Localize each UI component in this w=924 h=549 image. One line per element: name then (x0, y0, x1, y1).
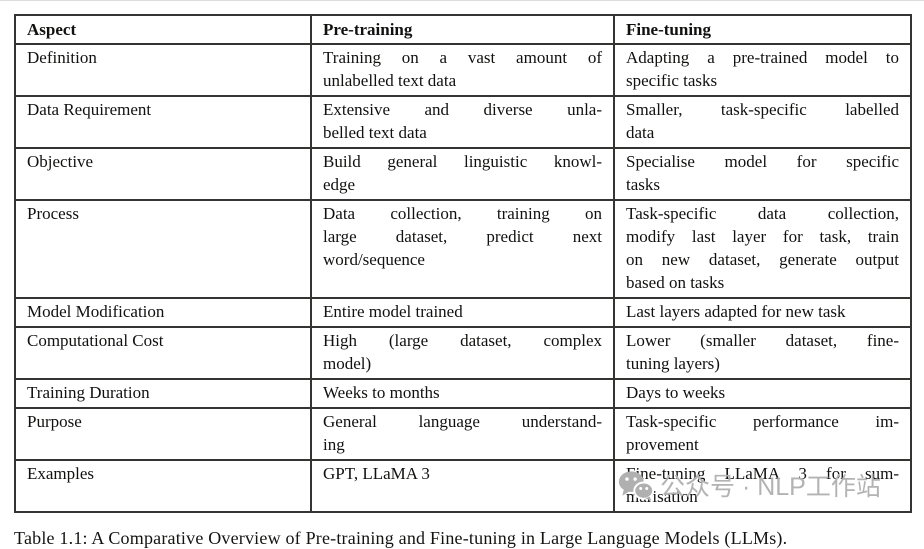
cell-line: Task-specific data collection, (626, 204, 899, 223)
aspect-cell: Purpose (14, 407, 312, 461)
cell-line: tasks (626, 175, 660, 194)
cell-line: modify last layer for task, train (626, 227, 899, 246)
cell-line: Lower (smaller dataset, fine- (626, 331, 899, 350)
col-header-aspect: Aspect (14, 14, 312, 45)
pretraining-cell: Training on a vast amount of unlabelled t… (310, 43, 615, 97)
table-row: Data Requirement Extensive and diverse un… (14, 95, 912, 149)
table-caption: Table 1.1: A Comparative Overview of Pre… (14, 528, 788, 548)
pretraining-cell: Build general linguistic knowl-edge (310, 147, 615, 201)
cell-line: General language understand- (323, 412, 602, 431)
cell-line: Extensive and diverse unla- (323, 100, 602, 119)
table-row: Process Data collection, training on large… (14, 199, 912, 299)
cell-line: Definition (27, 48, 97, 67)
pretraining-cell: GPT, LLaMA 3 (310, 459, 615, 513)
table-row: Model Modification Entire model trained La… (14, 297, 912, 328)
finetuning-cell: Smaller, task-specific labelled data (613, 95, 912, 149)
cell-line: provement (626, 435, 699, 454)
aspect-cell: Computational Cost (14, 326, 312, 380)
cell-line: Data Requirement (27, 100, 152, 119)
pretraining-cell: Data collection, training on large datase… (310, 199, 615, 299)
table-row: Objective Build general linguistic knowl-… (14, 147, 912, 201)
cell-line: edge (323, 175, 356, 194)
cell-line: Weeks to months (323, 383, 440, 402)
cell-line: on new dataset, generate output (626, 250, 899, 269)
table-row: Training Duration Weeks to months Days to … (14, 378, 912, 409)
cell-line: Training Duration (27, 383, 150, 402)
comparison-table: Aspect Pre-training Fine-tuning Definiti… (14, 14, 912, 513)
cell-line: Specialise model for specific (626, 152, 899, 171)
cell-line: Last layers adapted for new task (626, 302, 846, 321)
cell-line: Process (27, 204, 79, 223)
table-body: Definition Training on a vast amount of un… (14, 43, 912, 513)
cell-line: Data collection, training on (323, 204, 602, 223)
cell-line: unlabelled text data (323, 71, 457, 90)
table-row: Examples GPT, LLaMA 3 Fine-tuning LLaMA 3 … (14, 459, 912, 513)
cell-line: Fine-tuning LLaMA 3 for sum- (626, 464, 899, 483)
pretraining-cell: Entire model trained (310, 297, 615, 328)
table-header: Aspect Pre-training Fine-tuning (14, 14, 912, 45)
aspect-cell: Objective (14, 147, 312, 201)
cell-line: Objective (27, 152, 94, 171)
cell-line: large dataset, predict next (323, 227, 602, 246)
aspect-cell: Process (14, 199, 312, 299)
cell-line: High (large dataset, complex (323, 331, 602, 350)
header-row: Aspect Pre-training Fine-tuning (14, 14, 912, 45)
col-header-finetuning: Fine-tuning (613, 14, 912, 45)
finetuning-cell: Last layers adapted for new task (613, 297, 912, 328)
table-row: Definition Training on a vast amount of un… (14, 43, 912, 97)
pretraining-cell: High (large dataset, complex model) (310, 326, 615, 380)
cell-line: model) (323, 354, 372, 373)
col-header-pretraining: Pre-training (310, 14, 615, 45)
cell-line: Examples (27, 464, 95, 483)
pretraining-cell: Extensive and diverse unla-belled text d… (310, 95, 615, 149)
cell-line: tuning layers) (626, 354, 720, 373)
cell-line: Model Modification (27, 302, 165, 321)
cell-line: Task-specific performance im- (626, 412, 899, 431)
finetuning-cell: Fine-tuning LLaMA 3 for sum-marisation (613, 459, 912, 513)
cell-line: word/sequence (323, 250, 425, 269)
aspect-cell: Examples (14, 459, 312, 513)
pretraining-cell: General language understand-ing (310, 407, 615, 461)
cell-line: Purpose (27, 412, 82, 431)
finetuning-cell: Days to weeks (613, 378, 912, 409)
aspect-cell: Model Modification (14, 297, 312, 328)
aspect-cell: Definition (14, 43, 312, 97)
aspect-cell: Data Requirement (14, 95, 312, 149)
finetuning-cell: Task-specific performance im-provement (613, 407, 912, 461)
finetuning-cell: Specialise model for specific tasks (613, 147, 912, 201)
finetuning-cell: Lower (smaller dataset, fine-tuning laye… (613, 326, 912, 380)
cell-line: Build general linguistic knowl- (323, 152, 602, 171)
cell-line: Computational Cost (27, 331, 164, 350)
cell-line: ing (323, 435, 345, 454)
finetuning-cell: Task-specific data collection, modify las… (613, 199, 912, 299)
table-row: Purpose General language understand-ing Ta… (14, 407, 912, 461)
table-row: Computational Cost High (large dataset, c… (14, 326, 912, 380)
finetuning-cell: Adapting a pre-trained model to specific … (613, 43, 912, 97)
cell-line: GPT, LLaMA 3 (323, 464, 430, 483)
cell-line: specific tasks (626, 71, 718, 90)
cell-line: Training on a vast amount of (323, 48, 602, 67)
cell-line: Days to weeks (626, 383, 726, 402)
pretraining-cell: Weeks to months (310, 378, 615, 409)
cell-line: Adapting a pre-trained model to (626, 48, 899, 67)
cell-line: marisation (626, 487, 698, 506)
cell-line: Entire model trained (323, 302, 463, 321)
cell-line: based on tasks (626, 273, 725, 292)
cell-line: belled text data (323, 123, 427, 142)
aspect-cell: Training Duration (14, 378, 312, 409)
cell-line: data (626, 123, 655, 142)
cell-line: Smaller, task-specific labelled (626, 100, 899, 119)
